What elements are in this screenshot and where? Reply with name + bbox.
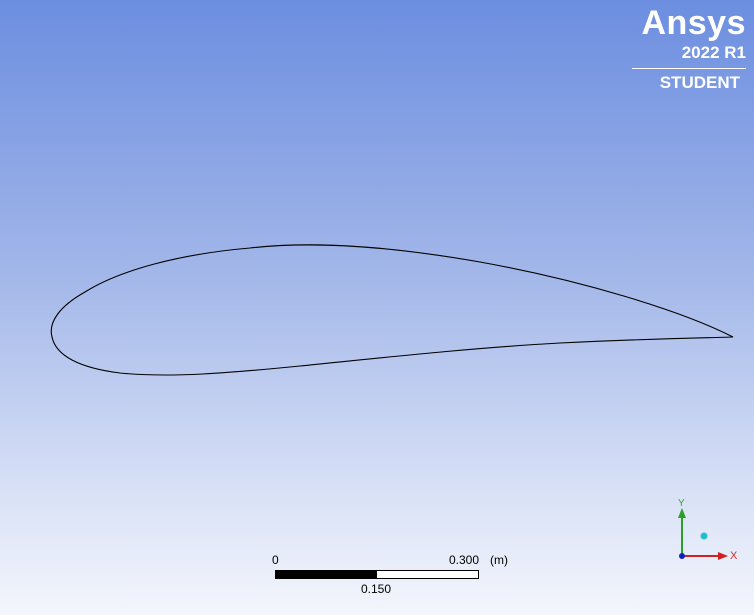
watermark-divider [632,68,746,69]
x-axis-label: X [730,550,738,562]
z-axis-point-icon [700,532,708,540]
edition-label: STUDENT [659,73,740,92]
y-axis-arrow-icon [678,508,686,518]
airfoil-outline[interactable] [50,244,734,376]
ansys-watermark: Ansys 2022 R1 STUDENT [628,4,746,93]
ansys-logo: Ansys [641,4,746,42]
x-axis-arrow-icon [718,552,728,560]
y-axis-label: Y [678,498,685,509]
coordinate-triad[interactable]: Y X [664,496,744,566]
origin-point-icon [679,553,685,559]
version-label: 2022 R1 [681,43,746,62]
triad-axes-icon [678,508,728,560]
